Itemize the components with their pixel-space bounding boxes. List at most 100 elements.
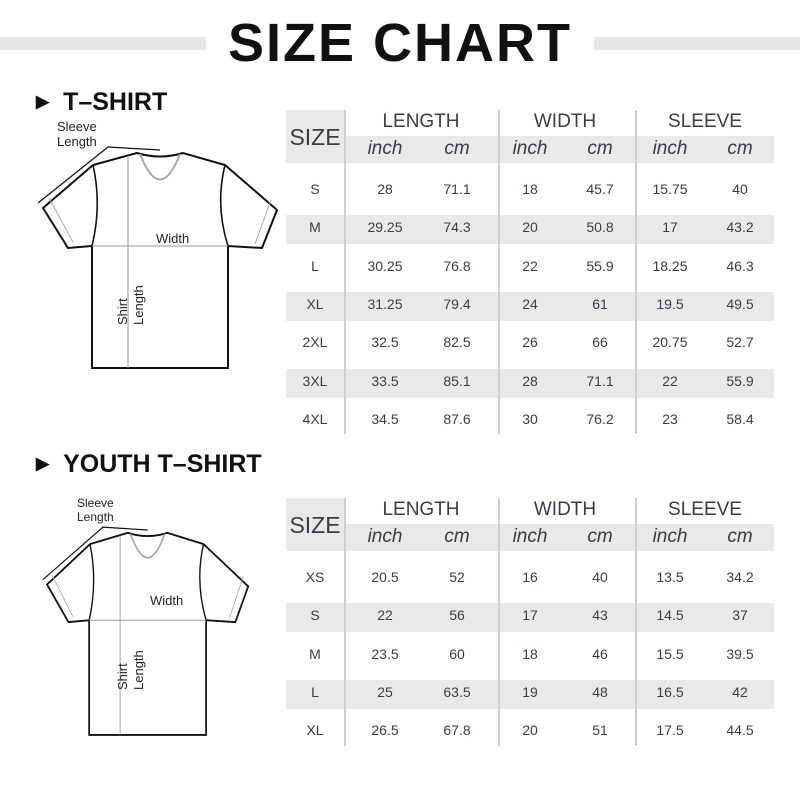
unit-header: cm [727,526,753,547]
youth-size-table: SIZE LENGTH WIDTH SLEEVE inch cm inch cm inch cm X… [286,498,774,746]
size-cell: XL [306,722,324,739]
value-cell: 71.1 [586,372,614,389]
value-cell: 87.6 [443,410,471,427]
group-header: WIDTH [533,499,597,520]
value-cell: 17.5 [656,722,684,739]
label-shirt-length: Length [131,650,146,690]
value-cell: 23 [662,410,678,427]
value-cell: 50.8 [586,219,614,236]
size-cell: 2XL [302,334,328,351]
value-cell: 22 [377,607,393,624]
value-cell: 19 [522,683,538,700]
unit-header: cm [727,138,753,159]
value-cell: 44.5 [726,722,754,739]
value-cell: 23.5 [371,645,399,662]
size-header-band [286,110,344,163]
size-cell: 4XL [302,410,328,427]
value-cell: 46.3 [726,257,754,274]
value-cell: 63.5 [443,683,471,700]
column-divider [498,110,500,434]
value-cell: 61 [592,295,608,312]
page-title: SIZE CHART [228,13,572,73]
unit-header-band [344,524,774,551]
value-cell: 26 [522,334,538,351]
value-cell: 16.5 [656,683,684,700]
unit-header: inch [652,138,688,159]
label-shirt: Shirt [115,663,130,690]
value-cell: 74.3 [443,219,471,236]
column-divider [344,498,346,746]
section-heading-text: YOUTH T–SHIRT [63,450,262,478]
value-cell: 16 [522,569,538,585]
row-band [286,679,774,709]
table-row: L 25 63.5 19 48 16.5 42 [286,684,774,704]
value-cell: 32.5 [371,334,399,351]
tshirt-outline [37,146,279,369]
value-cell: 20 [522,722,538,739]
value-cell: 18.25 [652,257,688,274]
youth-tshirt-outline [42,526,250,736]
value-cell: 19.5 [656,295,684,312]
triangle-icon: ▶ [36,92,50,111]
value-cell: 60 [449,645,465,662]
value-cell: 37 [732,607,748,624]
row-band [286,215,774,245]
value-cell: 20 [522,219,538,236]
size-header-band [286,498,344,551]
unit-header: inch [367,138,403,159]
row-band [286,603,774,633]
value-cell: 39.5 [726,645,754,662]
value-cell: 52 [449,569,465,585]
value-cell: 76.8 [443,257,471,274]
value-cell: 33.5 [371,372,399,389]
unit-header: cm [587,138,613,159]
value-cell: 22 [662,372,678,389]
table-row: 4XL 34.5 87.6 30 76.2 23 58.4 [286,411,774,431]
label-sleeve-length: Length [77,510,114,524]
size-header: SIZE [289,512,341,538]
value-cell: 45.7 [586,181,614,197]
row-band [286,368,774,398]
value-cell: 48 [592,683,608,700]
label-sleeve-length: Length [57,134,97,149]
value-cell: 14.5 [656,607,684,624]
size-cell: XL [306,295,324,312]
size-cell: L [311,683,319,700]
value-cell: 17 [662,219,678,236]
value-cell: 66 [592,334,608,351]
value-cell: 34.2 [726,569,754,585]
value-cell: 34.5 [371,410,399,427]
value-cell: 43.2 [726,219,754,236]
value-cell: 26.5 [371,722,399,739]
value-cell: 49.5 [726,295,754,312]
unit-header: cm [444,138,470,159]
triangle-icon: ▶ [36,454,50,473]
unit-header: inch [652,526,688,547]
value-cell: 79.4 [443,295,471,312]
value-cell: 55.9 [726,372,754,389]
value-cell: 15.75 [652,181,688,197]
table-row: M 23.5 60 18 46 15.5 39.5 [286,646,774,666]
column-divider [635,110,637,434]
value-cell: 67.8 [443,722,471,739]
value-cell: 40 [732,181,748,197]
value-cell: 51 [592,722,608,739]
group-header: SLEEVE [668,499,742,520]
group-header: WIDTH [533,111,597,132]
value-cell: 18 [522,645,538,662]
label-sleeve: Sleeve [57,119,97,134]
value-cell: 40 [592,569,608,585]
unit-header: inch [512,526,548,547]
unit-header: inch [367,526,403,547]
value-cell: 20.5 [371,569,399,585]
value-cell: 13.5 [656,569,684,585]
column-divider [344,110,346,434]
value-cell: 18 [522,181,538,197]
value-cell: 30.25 [367,257,403,274]
value-cell: 55.9 [586,257,614,274]
group-header: LENGTH [382,499,460,520]
size-cell: S [310,607,320,624]
group-header: LENGTH [382,111,460,132]
table-row: XS 20.5 52 16 40 13.5 34.2 [286,569,774,589]
value-cell: 76.2 [586,410,614,427]
